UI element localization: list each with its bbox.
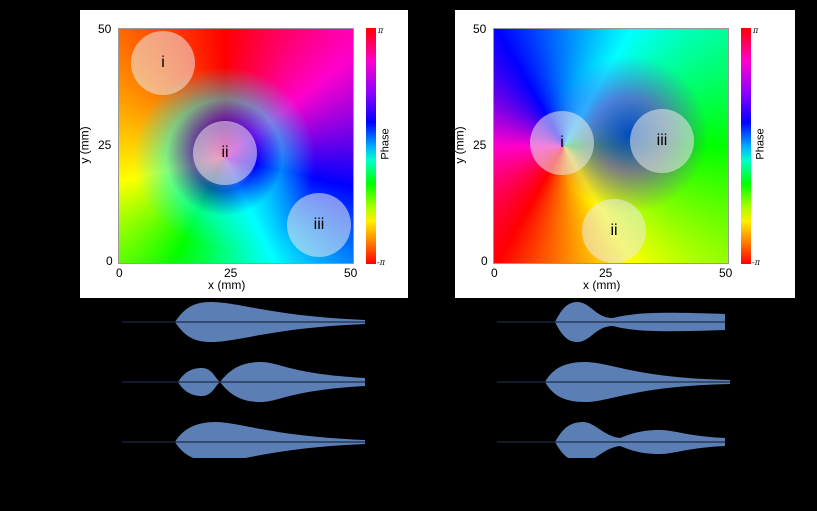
left-phase-panel: i ii iii 50 25 0 0 25 50 x (mm) y (mm) π… (77, 10, 408, 298)
colorbar (741, 28, 751, 264)
right-distributions (495, 302, 730, 458)
colorbar-label: Phase (754, 128, 767, 160)
colorbar-min: -π (752, 258, 760, 267)
xtick-50: 50 (344, 266, 358, 280)
xtick-25: 25 (224, 266, 238, 280)
right-phase-map: i ii iii (493, 28, 729, 264)
left-distributions (120, 302, 365, 458)
ytick-50: 50 (98, 22, 112, 36)
annotation-iii: iii (287, 193, 351, 257)
y-axis-label: y (mm) (77, 126, 92, 164)
colorbar (366, 28, 376, 264)
annotation-i: i (131, 31, 195, 95)
xtick-50: 50 (719, 266, 733, 280)
left-phase-map: i ii iii (118, 28, 354, 264)
colorbar-min: -π (377, 258, 385, 267)
xtick-0: 0 (116, 266, 123, 280)
colorbar-max: π (378, 26, 384, 35)
ytick-0: 0 (106, 254, 113, 268)
annotation-i: i (530, 111, 594, 175)
xtick-25: 25 (599, 266, 613, 280)
y-axis-label: y (mm) (452, 126, 467, 164)
ytick-50: 50 (473, 22, 487, 36)
ytick-25: 25 (98, 138, 112, 152)
xtick-0: 0 (491, 266, 498, 280)
colorbar-label: Phase (379, 128, 392, 160)
annotation-ii: ii (582, 199, 646, 263)
right-phase-panel: i ii iii 50 25 0 0 25 50 x (mm) y (mm) π… (452, 10, 795, 298)
x-axis-label: x (mm) (583, 278, 621, 292)
ytick-0: 0 (481, 254, 488, 268)
colorbar-max: π (753, 26, 759, 35)
annotation-iii: iii (630, 109, 694, 173)
x-axis-label: x (mm) (208, 278, 246, 292)
ytick-25: 25 (473, 138, 487, 152)
annotation-ii: ii (193, 121, 257, 185)
